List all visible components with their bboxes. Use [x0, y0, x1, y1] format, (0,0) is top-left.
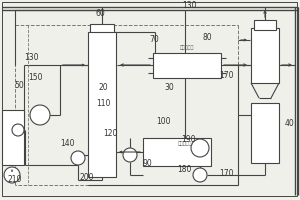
Text: 30: 30 — [165, 84, 174, 92]
Text: 180: 180 — [177, 164, 192, 173]
Text: 130: 130 — [182, 0, 196, 9]
Bar — [2, 110, 24, 165]
Text: 50: 50 — [15, 82, 24, 90]
Text: 40: 40 — [285, 119, 294, 129]
Text: 循環水冷卻: 循環水冷卻 — [180, 46, 194, 50]
Text: 70: 70 — [149, 34, 159, 44]
Text: 60: 60 — [96, 9, 105, 19]
Circle shape — [30, 105, 50, 125]
Text: 200: 200 — [80, 173, 94, 182]
Bar — [143, 138, 211, 166]
Circle shape — [191, 139, 209, 157]
Text: 100: 100 — [156, 117, 171, 127]
Circle shape — [123, 148, 137, 162]
Text: 140: 140 — [60, 138, 75, 148]
Bar — [251, 103, 279, 163]
Text: 80: 80 — [202, 33, 212, 43]
Text: 20: 20 — [99, 84, 108, 92]
Bar — [254, 20, 276, 30]
Text: 170: 170 — [219, 170, 234, 178]
Text: 90: 90 — [142, 160, 152, 168]
Text: 120: 120 — [103, 130, 118, 138]
Circle shape — [71, 151, 85, 165]
Bar — [251, 28, 279, 83]
Text: 210: 210 — [7, 176, 22, 184]
Bar — [153, 53, 221, 78]
Circle shape — [4, 167, 20, 183]
Text: 190: 190 — [181, 136, 195, 144]
Bar — [88, 32, 116, 177]
Text: 110: 110 — [96, 99, 111, 108]
Bar — [90, 24, 114, 34]
Text: 循環水冷卻: 循環水冷卻 — [178, 140, 192, 146]
Circle shape — [12, 124, 24, 136]
Circle shape — [193, 168, 207, 182]
Text: 150: 150 — [28, 73, 43, 82]
Text: 130: 130 — [24, 52, 39, 62]
Text: 170: 170 — [219, 72, 234, 80]
